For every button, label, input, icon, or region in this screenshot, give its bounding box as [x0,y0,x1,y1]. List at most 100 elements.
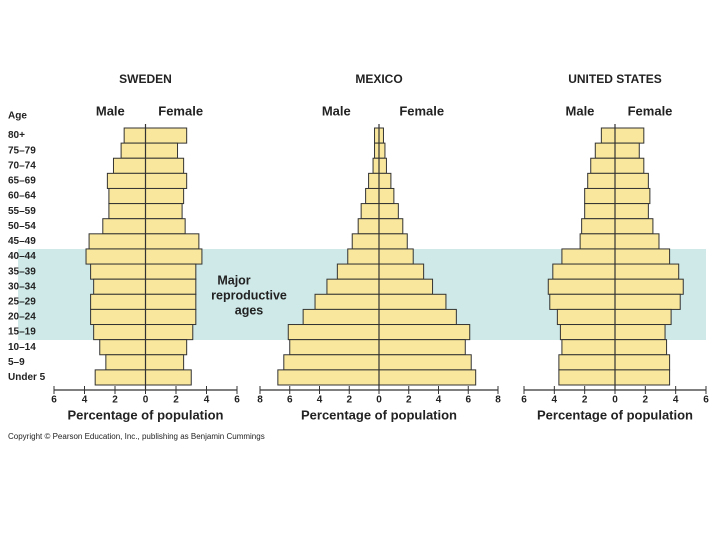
age-label: 35–39 [8,266,36,277]
legend-label: Female [628,103,673,118]
age-label: 15–19 [8,327,36,338]
bar [347,248,380,265]
x-tick-label: 6 [465,395,471,406]
age-label: 40–44 [8,251,36,262]
bar [145,172,188,189]
bar [614,127,645,144]
x-tick-label: 4 [204,395,210,406]
bar [90,293,146,310]
bar [581,218,616,235]
age-label: 80+ [8,130,25,141]
bar [378,369,477,386]
bar [378,324,471,341]
bar [378,339,466,356]
x-tick-label: 2 [173,395,179,406]
bar [108,187,146,205]
bar [378,203,399,220]
bar [145,339,188,356]
bar [365,187,380,205]
bar [559,324,616,341]
bar [561,248,616,265]
bar [99,339,146,356]
bar [314,293,380,310]
bar [614,369,671,386]
age-label: 25–29 [8,296,36,307]
bar [105,354,146,371]
bar [614,278,684,295]
legend-label: Female [399,103,444,118]
bar [120,142,146,159]
bar [594,142,616,159]
bar [336,263,380,280]
age-label: 50–54 [8,221,36,232]
bar [90,263,146,280]
x-tick-label: 6 [234,395,240,406]
bar [378,354,472,371]
x-tick-label: 2 [406,395,412,406]
bar [145,354,185,371]
bar [552,263,616,280]
bar [614,293,681,310]
chart-title: SWEDEN [119,72,172,86]
bar [378,142,386,159]
bar [90,308,146,326]
legend-label: Female [158,103,203,118]
bar [614,172,649,189]
bar [378,293,447,310]
age-label: 65–69 [8,176,36,187]
age-label: 75–79 [8,145,36,156]
bar [145,278,197,295]
bar [584,203,616,220]
x-tick-label: 4 [552,395,558,406]
bar [378,172,392,189]
bar [378,127,384,144]
bar [112,157,146,174]
bar [93,278,146,295]
x-tick-label: 4 [82,395,88,406]
bar [277,369,380,386]
x-axis-label: Percentage of population [537,407,693,422]
bar [93,324,146,341]
bar [351,233,380,250]
age-label: 70–74 [8,160,36,171]
bar [145,324,194,341]
bar [561,339,616,356]
age-label: 10–14 [8,342,36,353]
bar [145,187,185,205]
x-tick-label: 4 [317,395,323,406]
bar [579,233,616,250]
x-tick-label: 6 [521,395,527,406]
x-tick-label: 8 [495,395,501,406]
bar [590,157,616,174]
bar [547,278,616,295]
bar [614,187,651,205]
annotation: Major [217,273,250,287]
bar [614,218,654,235]
bar [357,218,380,235]
bar [302,308,380,326]
bar [614,142,640,159]
bar [88,233,146,250]
bar [145,218,186,235]
bar [289,339,380,356]
bar [326,278,380,295]
bar [94,369,147,386]
age-label: Under 5 [8,372,46,383]
x-tick-label: 0 [612,395,618,406]
legend-label: Male [566,103,595,118]
age-label: 20–24 [8,312,36,323]
x-tick-label: 6 [703,395,709,406]
bar [372,157,380,174]
bar [145,369,192,386]
x-axis-label: Percentage of population [67,407,223,422]
bar [378,218,404,235]
bar [378,157,387,174]
bar [584,187,616,205]
bar [614,354,671,371]
bar [378,308,457,326]
bar [614,157,645,174]
x-tick-label: 0 [376,395,382,406]
age-label: 60–64 [8,191,36,202]
bar [145,263,197,280]
